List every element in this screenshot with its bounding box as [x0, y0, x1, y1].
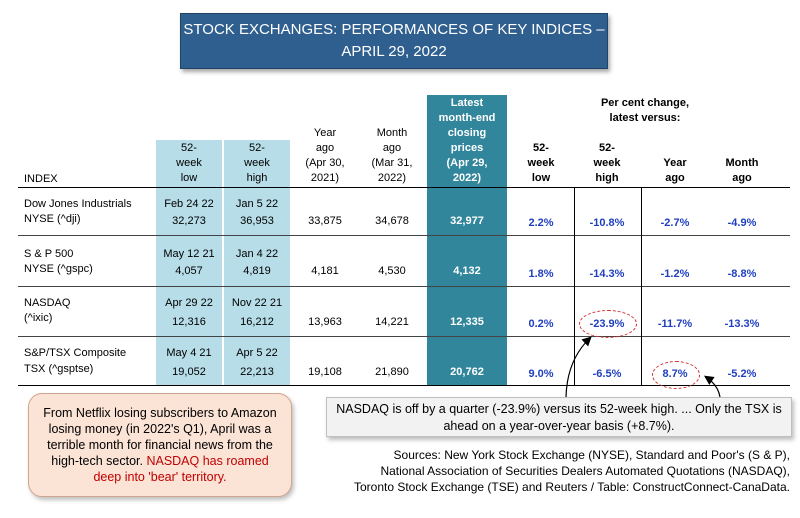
pct-high: -10.8% [589, 217, 625, 229]
pct-low: 9.0% [528, 368, 554, 380]
month-ago-value: 34,678 [375, 215, 409, 227]
index-name: S&P/TSX Composite [24, 347, 127, 359]
header-pct-year: Year ago [663, 157, 687, 184]
pct-high: -6.5% [592, 368, 622, 380]
low52-value: 4,057 [175, 265, 203, 277]
header-year-ago: Year ago (Apr 30, 2021) [305, 127, 345, 184]
header-latest: Latest month-end closing prices (Apr 29, 2022… [438, 97, 496, 184]
header-month-ago: Month ago (Mar 31, 2022) [371, 127, 413, 184]
index-ticker: NYSE (^dji) [24, 213, 81, 225]
low52-value: 32,273 [172, 215, 206, 227]
row-divider-2 [18, 286, 790, 287]
header-pct-high: 52- week high [593, 142, 621, 184]
pct-month: -13.3% [724, 318, 760, 330]
high52-value: 4,819 [243, 265, 271, 277]
commentary-note: From Netflix losing subscribers to Amazo… [28, 393, 292, 497]
year-ago-value: 33,875 [308, 215, 342, 227]
high52-value: 36,953 [240, 215, 274, 227]
high52-value: 22,213 [240, 366, 274, 378]
pct-year: -11.7% [657, 318, 693, 330]
header-high52: 52- week high [244, 142, 270, 184]
ghost-text [0, 60, 170, 61]
pct-year: -1.2% [660, 268, 690, 280]
header-index: INDEX [24, 173, 58, 185]
high52-date: Jan 4 22 [235, 248, 279, 260]
title-line-2: APRIL 29, 2022 [341, 43, 447, 60]
low52-date: Apr 29 22 [165, 297, 213, 309]
pct-low: 2.2% [528, 217, 554, 229]
high52-date: Nov 22 21 [231, 297, 283, 309]
index-name: Dow Jones Industrials [24, 198, 132, 210]
year-ago-value: 13,963 [308, 316, 342, 328]
header-rule [18, 187, 790, 188]
month-ago-value: 4,530 [378, 265, 406, 277]
page-title: STOCK EXCHANGES: PERFORMANCES OF KEY IND… [180, 13, 608, 69]
latest-value: 12,335 [450, 316, 484, 328]
low52-value: 19,052 [172, 366, 206, 378]
pct-low: 1.8% [528, 268, 554, 280]
header-pct-low: 52- week low [527, 142, 555, 184]
pct-high: -14.3% [589, 268, 625, 280]
high52-date: Apr 5 22 [236, 347, 278, 359]
year-ago-value: 4,181 [311, 265, 339, 277]
latest-value: 4,132 [453, 265, 481, 277]
low52-column-bg [156, 140, 222, 385]
index-ticker: TSX (^gsptse) [24, 363, 94, 375]
high52-date: Jan 5 22 [235, 198, 279, 210]
row-divider-3 [18, 336, 790, 337]
header-pct-title: Per cent change, latest versus: [600, 97, 690, 124]
index-name: NASDAQ [24, 297, 71, 309]
low52-date: May 4 21 [166, 347, 212, 359]
low52-date: May 12 21 [163, 248, 215, 260]
high52-value: 16,212 [240, 316, 274, 328]
index-ticker: (^ixic) [24, 312, 53, 324]
year-ago-value: 19,108 [308, 366, 342, 378]
pct-month: -4.9% [727, 217, 757, 229]
low52-value: 12,316 [172, 316, 206, 328]
pct-low: 0.2% [528, 318, 554, 330]
row-divider-1 [18, 235, 790, 236]
sources-footnote: Sources: New York Stock Exchange (NYSE),… [353, 448, 790, 494]
header-low52: 52- week low [176, 142, 202, 184]
title-line-1: STOCK EXCHANGES: PERFORMANCES OF KEY IND… [183, 21, 605, 38]
highlight-circle-nasdaq [579, 310, 637, 338]
pct-year: -2.7% [660, 217, 690, 229]
month-ago-value: 14,221 [375, 316, 409, 328]
latest-value: 32,977 [450, 215, 484, 227]
highlight-circle-tsx [652, 361, 700, 389]
high52-column-bg [224, 140, 290, 385]
header-pct-month: Month ago [725, 157, 759, 184]
latest-value: 20,762 [450, 366, 484, 378]
commentary-highlight: NASDAQ has roamed deep into 'bear' terri… [93, 454, 269, 484]
table-bottom-rule [18, 385, 790, 386]
col-divider-2 [641, 187, 642, 385]
index-ticker: NYSE (^gspc) [24, 263, 93, 275]
commentary-text: From Netflix losing subscribers to Amazo… [43, 406, 277, 468]
pct-month: -8.8% [727, 268, 757, 280]
col-divider-1 [574, 187, 575, 385]
nasdaq-tsx-note: NASDAQ is off by a quarter (-23.9%) vers… [326, 397, 792, 437]
index-name: S & P 500 [24, 248, 74, 260]
low52-date: Feb 24 22 [164, 198, 214, 210]
month-ago-value: 21,890 [375, 366, 409, 378]
pct-month: -5.2% [727, 368, 757, 380]
